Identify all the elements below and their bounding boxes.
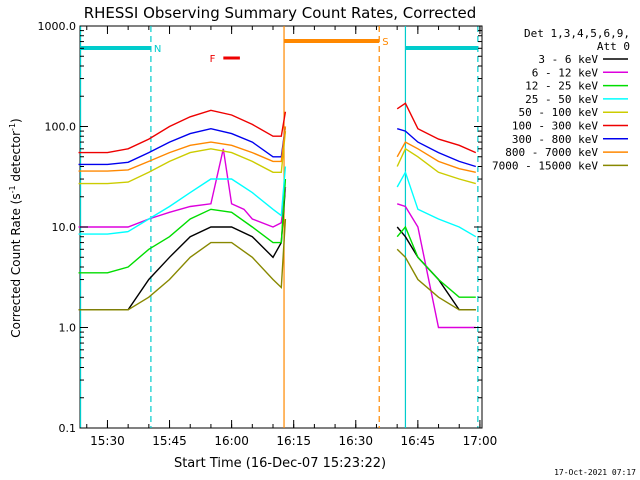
y-axis-label-mid: detector bbox=[9, 131, 23, 186]
legend-entry-label: 800 - 7000 keV bbox=[505, 146, 598, 159]
series-line bbox=[78, 148, 287, 228]
series-line bbox=[396, 102, 477, 154]
annotation-label: F bbox=[210, 54, 216, 65]
x-tick-label: 17:00 bbox=[463, 434, 498, 448]
chart-title: RHESSI Observing Summary Count Rates, Co… bbox=[84, 4, 477, 22]
x-tick-label: 15:45 bbox=[152, 434, 187, 448]
series-line bbox=[396, 248, 476, 311]
series-line bbox=[78, 178, 287, 274]
series-line bbox=[78, 131, 287, 185]
x-axis: 15:30 15:45 16:00 16:15 16:30 16:45 17:00 bbox=[86, 26, 498, 448]
legend-entry-label: 7000 - 15000 keV bbox=[492, 159, 598, 172]
legend-header-line2: Att 0 bbox=[597, 40, 630, 53]
y-tick-label: 1.0 bbox=[59, 322, 77, 335]
series-line bbox=[78, 218, 287, 311]
y-axis-label-main: Corrected Count Rate (s bbox=[9, 193, 23, 337]
legend-entry-label: 100 - 300 keV bbox=[512, 120, 598, 133]
x-tick-label: 15:30 bbox=[90, 434, 125, 448]
y-axis: 0.1 1.0 10.0 100.0 1000.0 bbox=[38, 20, 482, 435]
x-tick-label: 16:30 bbox=[338, 434, 373, 448]
series-line bbox=[78, 109, 287, 154]
annotation-label: S bbox=[382, 37, 388, 48]
series-line bbox=[396, 203, 476, 329]
legend-entry-label: 6 - 12 keV bbox=[532, 66, 599, 79]
y-tick-label: 10.0 bbox=[52, 221, 77, 234]
series-line bbox=[396, 141, 476, 173]
series-line bbox=[397, 128, 477, 168]
legend-entry-label: 12 - 25 keV bbox=[525, 80, 598, 93]
series-line bbox=[396, 147, 476, 185]
y-axis-label-sup1: -1 bbox=[8, 185, 17, 193]
x-tick-label: 16:15 bbox=[276, 434, 311, 448]
legend-header-line1: Det 1,3,4,5,6,9, bbox=[524, 27, 630, 40]
x-axis-label: Start Time (16-Dec-07 15:23:22) bbox=[174, 456, 386, 471]
legend-entry-label: 50 - 100 keV bbox=[519, 106, 599, 119]
legend-entry-label: 300 - 800 keV bbox=[512, 133, 598, 146]
y-tick-label: 1000.0 bbox=[38, 20, 77, 33]
series-group bbox=[78, 102, 477, 329]
y-axis-label-sup2: -1 bbox=[8, 123, 17, 131]
annotations: N F S bbox=[80, 37, 478, 65]
legend-entry-label: 25 - 50 keV bbox=[525, 93, 598, 106]
legend-entry-label: 3 - 6 keV bbox=[538, 53, 598, 66]
x-tick-label: 16:45 bbox=[401, 434, 436, 448]
y-axis-label-end: ) bbox=[9, 118, 23, 123]
series-line bbox=[78, 126, 287, 172]
y-tick-label: 0.1 bbox=[59, 422, 77, 435]
series-line bbox=[396, 170, 477, 238]
series-line bbox=[78, 166, 287, 235]
footer-date: 17-Oct-2021 07:17 bbox=[554, 468, 636, 477]
y-tick-label: 100.0 bbox=[45, 121, 77, 134]
y-axis-label: Corrected Count Rate (s-1 detector-1) bbox=[8, 118, 23, 337]
series-line bbox=[396, 225, 476, 298]
annotation-label: N bbox=[154, 44, 161, 55]
series-line bbox=[78, 126, 287, 166]
x-tick-label: 16:00 bbox=[214, 434, 249, 448]
